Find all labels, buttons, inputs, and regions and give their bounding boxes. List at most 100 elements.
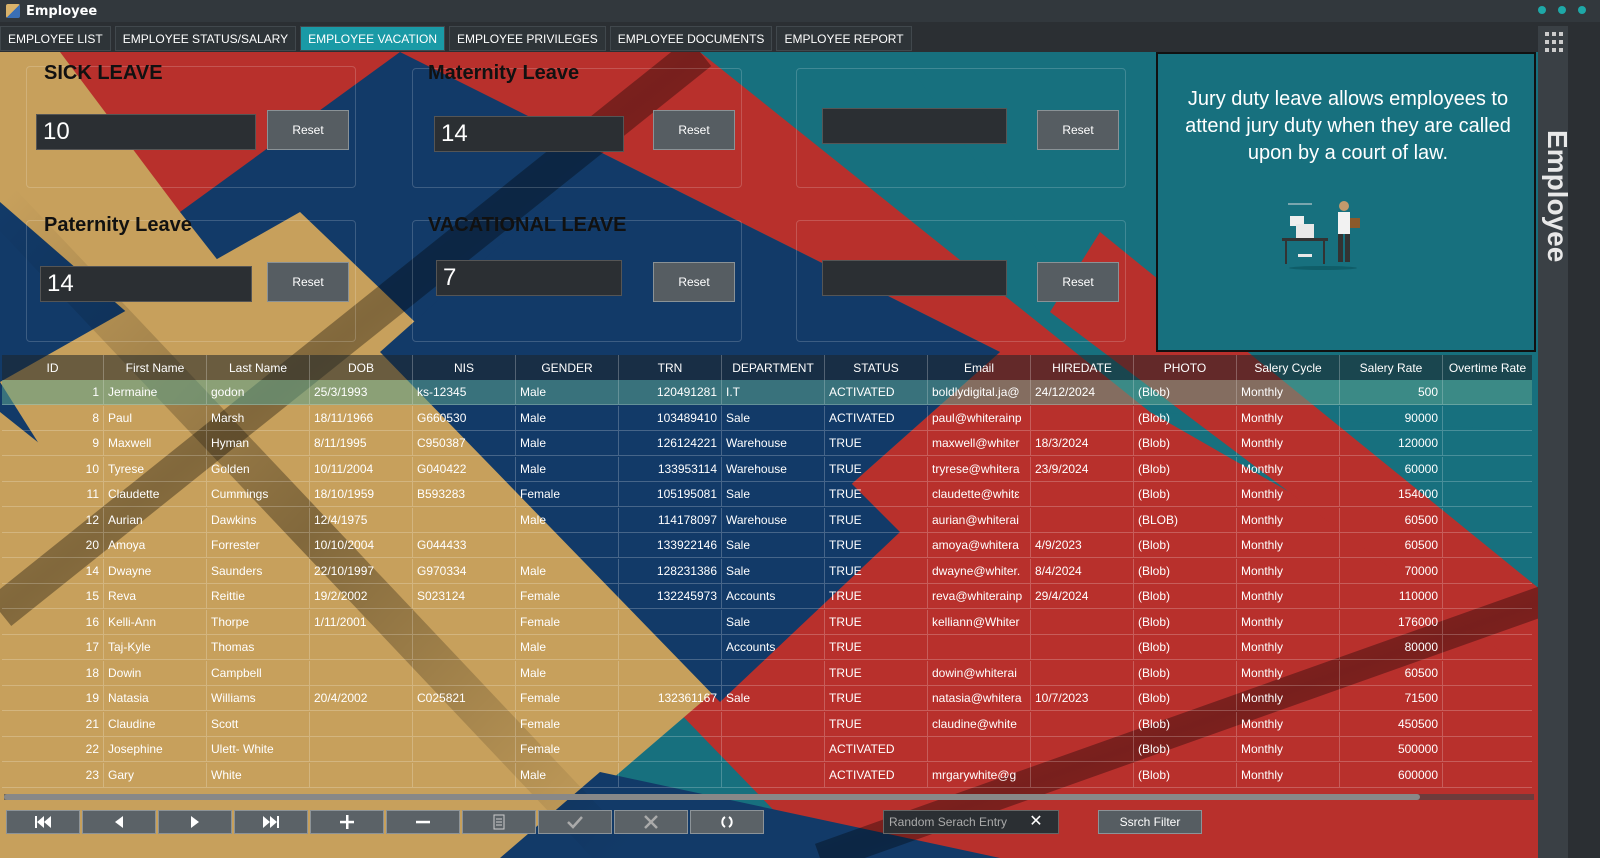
cell-dob[interactable]: 12/4/1975 — [310, 507, 413, 533]
cell-id[interactable]: 18 — [2, 660, 104, 686]
column-header-email[interactable]: Email — [928, 355, 1031, 380]
cell-department[interactable]: Warehouse — [722, 507, 825, 533]
cell-status[interactable]: TRUE — [825, 431, 928, 456]
cell-status[interactable]: TRUE — [825, 507, 928, 533]
cell-status[interactable]: ACTIVATED — [825, 380, 928, 405]
cell-id[interactable]: 19 — [2, 686, 104, 711]
cell-last-name[interactable]: Scott — [207, 711, 310, 737]
cell-status[interactable]: TRUE — [825, 584, 928, 609]
cell-gender[interactable]: Male — [516, 660, 619, 686]
maternity-leave-input[interactable]: 14 — [434, 116, 624, 152]
add-record-button[interactable] — [310, 810, 384, 834]
cell-salary-rate[interactable]: 450500 — [1340, 711, 1443, 737]
cell-email[interactable]: maxwell@whiter — [928, 431, 1031, 456]
cell-hiredate[interactable]: 23/9/2024 — [1031, 456, 1134, 482]
maternity-leave-reset-button[interactable]: Reset — [653, 110, 735, 150]
cell-department[interactable]: Accounts — [722, 635, 825, 660]
cell-overtime-rate[interactable] — [1443, 508, 1532, 533]
cell-dob[interactable]: 10/11/2004 — [310, 456, 413, 482]
cell-dob[interactable]: 25/3/1993 — [310, 380, 413, 405]
cell-email[interactable]: boldlydigital.ja@ — [928, 380, 1031, 405]
cell-photo[interactable]: (Blob) — [1134, 456, 1237, 482]
cell-nis[interactable] — [413, 762, 516, 788]
cell-department[interactable]: Sale — [722, 405, 825, 431]
table-row[interactable]: 15 Reva Reittie 19/2/2002 S023124 Female 13224… — [2, 584, 1532, 609]
cell-department[interactable]: Sale — [722, 609, 825, 635]
column-header-hiredate[interactable]: HIREDATE — [1031, 355, 1134, 380]
cell-photo[interactable]: (BLOB) — [1134, 507, 1237, 533]
remove-record-button[interactable] — [386, 810, 460, 834]
cell-id[interactable]: 21 — [2, 711, 104, 737]
cell-photo[interactable]: (Blob) — [1134, 660, 1237, 686]
cell-status[interactable]: TRUE — [825, 660, 928, 686]
column-header-id[interactable]: ID — [2, 355, 104, 380]
table-row[interactable]: 14 Dwayne Saunders 22/10/1997 G970334 Male 128… — [2, 558, 1532, 584]
cell-status[interactable]: TRUE — [825, 711, 928, 737]
cell-dob[interactable] — [310, 711, 413, 737]
cell-photo[interactable]: (Blob) — [1134, 711, 1237, 737]
cell-dob[interactable] — [310, 635, 413, 660]
cell-email[interactable]: kelliann@Whiter — [928, 609, 1031, 635]
cell-photo[interactable]: (Blob) — [1134, 405, 1237, 431]
clear-search-icon[interactable]: ✕ — [1029, 813, 1043, 830]
cell-overtime-rate[interactable] — [1443, 737, 1532, 762]
table-row[interactable]: 16 Kelli-Ann Thorpe 1/11/2001 Female Sale TRUE… — [2, 609, 1532, 635]
last-record-button[interactable] — [234, 810, 308, 834]
search-filter-button[interactable]: Ssrch Filter — [1098, 810, 1202, 834]
cell-trn[interactable]: 103489410 — [619, 405, 722, 431]
cell-dob[interactable]: 18/10/1959 — [310, 482, 413, 507]
cell-department[interactable]: Sale — [722, 482, 825, 507]
column-header-overtime-rate[interactable]: Overtime Rate — [1443, 355, 1532, 380]
table-row[interactable]: 21 Claudine Scott Female TRUE claudine@white (… — [2, 711, 1532, 737]
cell-email[interactable]: amoya@whitera — [928, 533, 1031, 558]
cell-id[interactable]: 23 — [2, 762, 104, 788]
cell-gender[interactable]: Female — [516, 584, 619, 609]
cell-email[interactable]: dowin@whiterai — [928, 660, 1031, 686]
custom-leave-input-top[interactable] — [822, 108, 1007, 144]
cell-last-name[interactable]: Reittie — [207, 584, 310, 609]
cell-overtime-rate[interactable] — [1443, 559, 1532, 584]
cell-department[interactable]: Accounts — [722, 584, 825, 609]
cell-department[interactable]: I.T — [722, 380, 825, 405]
custom-leave-input-bottom[interactable] — [822, 260, 1007, 296]
cell-status[interactable]: ACTIVATED — [825, 405, 928, 431]
custom-leave-reset-button-bottom[interactable]: Reset — [1037, 262, 1119, 302]
cell-first-name[interactable]: Paul — [104, 405, 207, 431]
cell-id[interactable]: 14 — [2, 558, 104, 584]
cell-gender[interactable]: Female — [516, 609, 619, 635]
cell-photo[interactable]: (Blob) — [1134, 380, 1237, 405]
column-header-nis[interactable]: NIS — [413, 355, 516, 380]
cell-gender[interactable]: Male — [516, 405, 619, 431]
refresh-button[interactable] — [690, 810, 764, 834]
cell-salary-rate[interactable]: 500000 — [1340, 737, 1443, 762]
cell-salary-rate[interactable]: 500 — [1340, 380, 1443, 405]
cell-overtime-rate[interactable] — [1443, 610, 1532, 635]
cell-hiredate[interactable] — [1031, 507, 1134, 533]
cell-nis[interactable]: G040422 — [413, 456, 516, 482]
cell-salary-cycle[interactable]: Monthly — [1237, 686, 1340, 711]
cell-salary-cycle[interactable]: Monthly — [1237, 558, 1340, 584]
cell-department[interactable]: Sale — [722, 686, 825, 711]
cell-email[interactable] — [928, 635, 1031, 660]
cell-id[interactable]: 9 — [2, 431, 104, 456]
cell-salary-rate[interactable]: 120000 — [1340, 431, 1443, 456]
cell-dob[interactable]: 1/11/2001 — [310, 609, 413, 635]
cell-nis[interactable]: ks-12345 — [413, 380, 516, 405]
cell-salary-rate[interactable]: 110000 — [1340, 584, 1443, 609]
cell-photo[interactable]: (Blob) — [1134, 584, 1237, 609]
table-row[interactable]: 18 Dowin Campbell Male TRUE dowin@whiterai (Bl… — [2, 660, 1532, 686]
cell-overtime-rate[interactable] — [1443, 482, 1532, 507]
column-header-salary-rate[interactable]: Salery Rate — [1340, 355, 1443, 380]
cell-trn[interactable] — [619, 711, 722, 737]
cell-salary-cycle[interactable]: Monthly — [1237, 431, 1340, 456]
cell-hiredate[interactable] — [1031, 635, 1134, 660]
cell-photo[interactable]: (Blob) — [1134, 737, 1237, 762]
table-row[interactable]: 23 Gary White Male ACTIVATED mrgarywhite@g (Bl… — [2, 762, 1532, 788]
cell-salary-cycle[interactable]: Monthly — [1237, 507, 1340, 533]
cell-gender[interactable]: Male — [516, 431, 619, 456]
cell-dob[interactable] — [310, 737, 413, 762]
cell-nis[interactable] — [413, 711, 516, 737]
column-header-department[interactable]: DEPARTMENT — [722, 355, 825, 380]
paternity-leave-input[interactable]: 14 — [40, 266, 252, 302]
cell-nis[interactable]: S023124 — [413, 584, 516, 609]
